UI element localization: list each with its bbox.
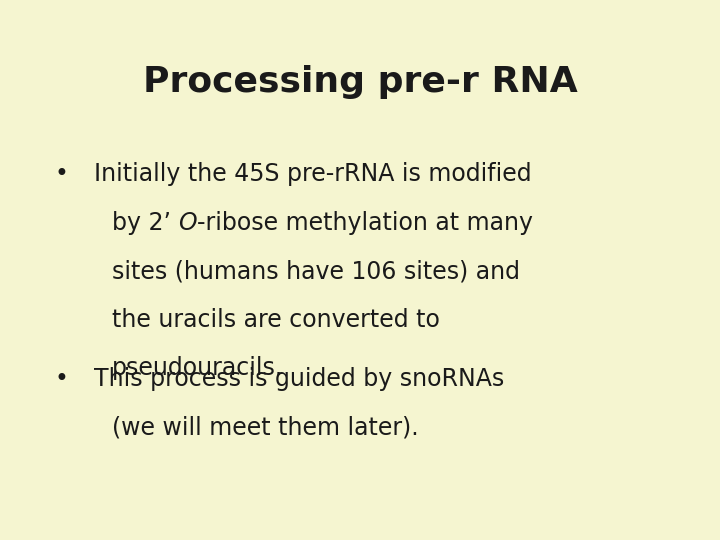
Text: by 2’: by 2’ <box>112 211 178 234</box>
Text: sites (humans have 106 sites) and: sites (humans have 106 sites) and <box>112 259 520 283</box>
Text: O: O <box>178 211 197 234</box>
Text: •: • <box>54 162 68 186</box>
Text: (we will meet them later).: (we will meet them later). <box>112 416 418 440</box>
Text: -ribose methylation at many: -ribose methylation at many <box>197 211 533 234</box>
Text: •: • <box>54 367 68 391</box>
Text: This process is guided by snoRNAs: This process is guided by snoRNAs <box>94 367 504 391</box>
Text: the uracils are converted to: the uracils are converted to <box>112 308 439 332</box>
Text: Initially the 45S pre-rRNA is modified: Initially the 45S pre-rRNA is modified <box>94 162 531 186</box>
Text: pseudouracils.: pseudouracils. <box>112 356 283 380</box>
Text: Processing pre-r RNA: Processing pre-r RNA <box>143 65 577 99</box>
